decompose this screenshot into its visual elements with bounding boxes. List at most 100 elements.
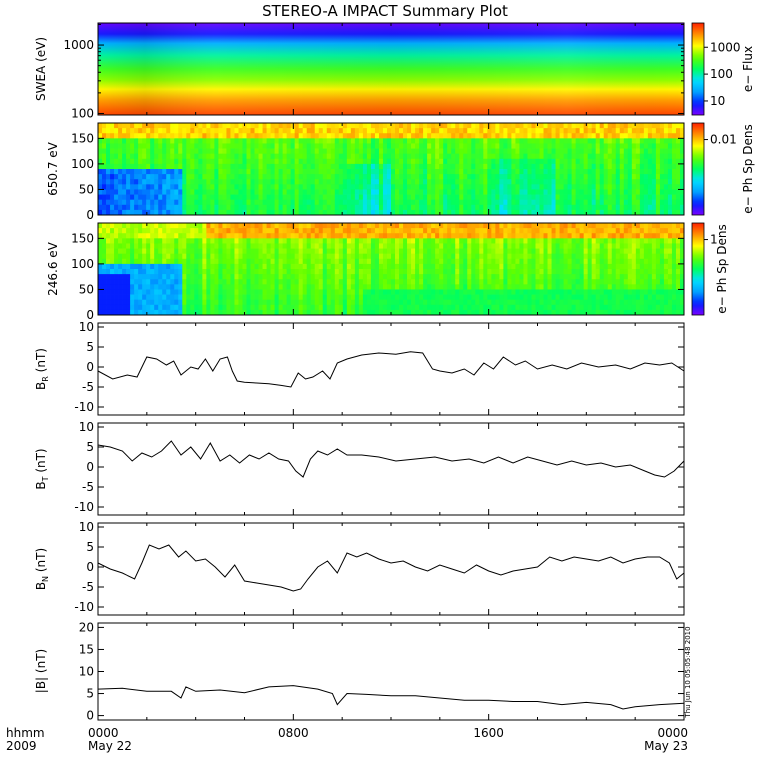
spectrogram-cell xyxy=(310,228,316,234)
spectrogram-cell xyxy=(334,263,340,270)
spectrogram-cell xyxy=(551,223,556,229)
spectrogram-cell xyxy=(302,133,308,139)
spectrogram-cell xyxy=(362,279,368,285)
spectrogram-cell xyxy=(599,274,605,280)
spectrogram-cell xyxy=(599,223,605,229)
spectrogram-cell xyxy=(362,274,368,280)
spectrogram-cell xyxy=(194,304,199,311)
spectrogram-cell xyxy=(234,174,239,180)
spectrogram-cell xyxy=(563,274,568,280)
spectrogram-cell xyxy=(178,189,183,195)
spectrogram-cell xyxy=(499,209,504,216)
spectrogram-cell xyxy=(122,138,127,144)
spectrogram-cell xyxy=(515,133,520,139)
spectrogram-cell xyxy=(427,284,432,290)
spectrogram-cell xyxy=(459,248,464,255)
spectrogram-cell xyxy=(378,233,384,239)
spectrogram-cell xyxy=(114,138,119,144)
spectrogram-cell xyxy=(451,294,456,301)
spectrogram-cell xyxy=(294,138,300,144)
spectrogram-cell xyxy=(499,294,504,301)
spectrogram-cell xyxy=(226,133,231,139)
spectrogram-cell xyxy=(262,233,267,239)
spectrogram-cell xyxy=(326,153,332,160)
spectrogram-cell xyxy=(631,194,637,201)
spectrogram-cell xyxy=(415,199,420,206)
spectrogram-cell xyxy=(210,138,215,144)
spectrogram-cell xyxy=(615,199,621,206)
spectrogram-cell xyxy=(667,138,673,144)
spectrogram-cell xyxy=(322,199,328,206)
spectrogram-cell xyxy=(354,158,360,165)
spectrogram-cell xyxy=(226,158,231,165)
spectrogram-cell xyxy=(595,253,601,260)
spectrogram-cell xyxy=(234,163,239,170)
spectrogram-cell xyxy=(523,233,528,239)
spectrogram-cell xyxy=(407,233,412,239)
spectrogram-cell xyxy=(499,123,504,129)
spectrogram-cell xyxy=(154,194,159,201)
spectrogram-cell xyxy=(411,184,416,190)
spectrogram-cell xyxy=(563,189,568,195)
spectrogram-cell xyxy=(455,179,460,185)
spectrogram-cell xyxy=(539,274,544,280)
spectrogram-cell xyxy=(415,209,420,216)
spectrogram-cell xyxy=(419,258,424,265)
spectrogram-cell xyxy=(515,294,520,301)
spectrogram-cell xyxy=(659,153,665,160)
spectrogram-cell xyxy=(198,153,203,160)
spectrogram-cell xyxy=(202,199,207,206)
spectrogram-cell xyxy=(122,274,127,280)
spectrogram-cell xyxy=(114,253,119,260)
spectrogram-cell xyxy=(266,274,271,280)
spectrogram-cell xyxy=(579,179,585,185)
spectrogram-cell xyxy=(655,194,661,201)
spectrogram-cell xyxy=(294,263,300,270)
spectrogram-cell xyxy=(543,228,548,234)
spectrogram-cell xyxy=(162,163,167,170)
spectrogram-cell xyxy=(603,304,609,311)
spectrogram-cell xyxy=(274,248,280,255)
spectrogram-cell xyxy=(507,309,512,316)
spectrogram-cell xyxy=(575,163,581,170)
spectrogram-cell xyxy=(575,248,581,255)
spectrogram-cell xyxy=(631,174,637,180)
spectrogram-cell xyxy=(467,189,472,195)
spectrogram-cell xyxy=(651,153,657,160)
spectrogram-cell xyxy=(571,123,577,129)
spectrogram-cell xyxy=(507,223,512,229)
spectrogram-cell xyxy=(423,148,428,155)
spectrogram-cell xyxy=(338,223,344,229)
spectrogram-cell xyxy=(346,294,352,301)
spectrogram-cell xyxy=(499,243,504,249)
spectrogram-cell xyxy=(242,143,247,149)
spectrogram-cell xyxy=(374,169,380,175)
spectrogram-cell xyxy=(423,233,428,239)
spectrogram-cell xyxy=(290,304,296,311)
spectrogram-cell xyxy=(535,294,540,301)
spectrogram-cell xyxy=(242,279,247,285)
spectrogram-cell xyxy=(515,169,520,175)
spectrogram-cell xyxy=(467,179,472,185)
spectrogram-cell xyxy=(242,263,247,270)
spectrogram-cell xyxy=(222,248,227,255)
spectrogram-cell xyxy=(455,184,460,190)
spectrogram-cell xyxy=(663,204,669,211)
spectrogram-cell xyxy=(395,158,400,165)
spectrogram-cell xyxy=(286,223,292,229)
spectrogram-cell xyxy=(194,194,199,201)
spectrogram-cell xyxy=(599,238,605,244)
spectrogram-cell xyxy=(298,148,304,155)
spectrogram-cell xyxy=(427,263,432,270)
spectrogram-cell xyxy=(114,274,119,280)
spectrogram-cell xyxy=(679,199,685,206)
spectrogram-cell xyxy=(218,138,223,144)
spectrogram-cell xyxy=(346,238,352,244)
spectrogram-cell xyxy=(358,199,364,206)
spectrogram-cell xyxy=(563,163,568,170)
spectrogram-cell xyxy=(382,294,388,301)
spectrogram-cell xyxy=(326,143,332,149)
spectrogram-cell xyxy=(587,274,593,280)
spectrogram-cell xyxy=(499,204,504,211)
spectrogram-cell xyxy=(663,133,669,139)
